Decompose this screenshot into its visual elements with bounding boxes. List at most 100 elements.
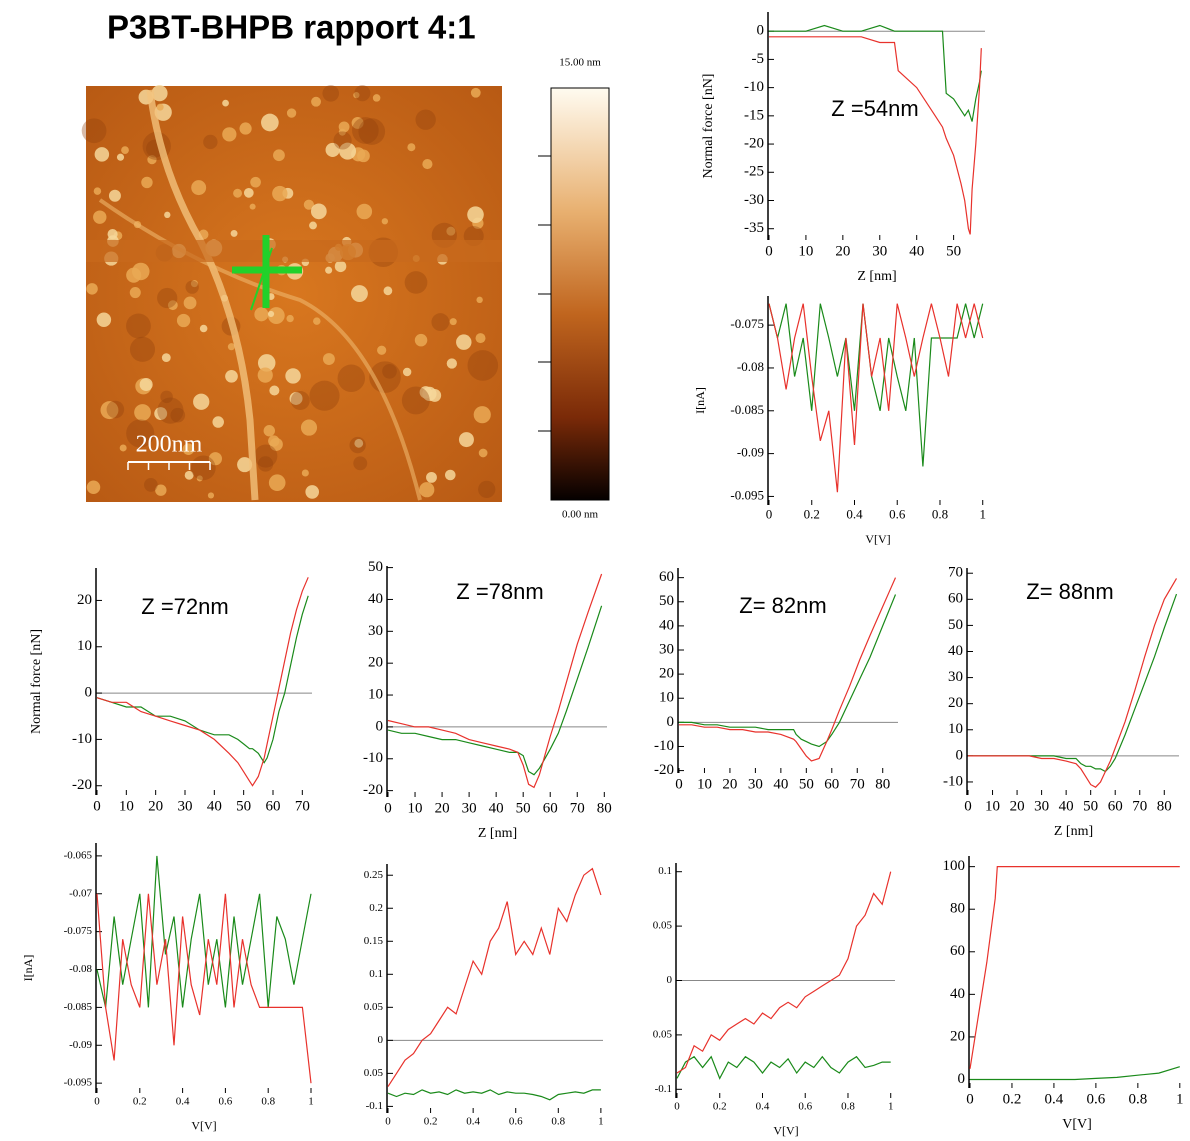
afm-grain — [134, 404, 151, 421]
afm-dark-spot — [160, 390, 173, 404]
y-tick-label: -20 — [654, 762, 674, 778]
afm-dark-spot — [254, 444, 278, 468]
afm-dark-spot — [203, 134, 218, 150]
x-axis-label: Z [nm] — [857, 269, 896, 284]
afm-dark-spot — [467, 350, 499, 381]
x-tick-label: 80 — [875, 776, 890, 792]
x-tick-label: 70 — [570, 800, 585, 816]
series-line — [387, 1089, 601, 1101]
x-tick-label: 0.4 — [846, 506, 863, 521]
afm-grain — [199, 324, 208, 333]
x-tick-label: 40 — [207, 798, 222, 814]
x-tick-label: 50 — [516, 800, 531, 816]
afm-grain — [86, 480, 101, 495]
x-tick-label: 0 — [385, 1115, 391, 1127]
afm-dark-spot — [81, 118, 107, 144]
afm-dark-spot — [126, 419, 155, 448]
x-tick-label: 0.6 — [219, 1095, 233, 1107]
x-tick-label: 40 — [1059, 798, 1074, 814]
y-tick-label: -15 — [744, 107, 764, 123]
afm-grain — [458, 432, 474, 448]
afm-grain — [268, 474, 286, 492]
y-tick-label: -0.065 — [64, 849, 93, 861]
afm-grain — [305, 485, 320, 499]
x-tick-label: 0.4 — [466, 1115, 480, 1127]
afm-dark-spot — [354, 85, 371, 102]
y-tick-label: 0 — [956, 747, 964, 763]
afm-grain — [383, 286, 393, 296]
afm-grain — [467, 206, 484, 223]
x-tick-label: 20 — [435, 800, 450, 816]
chart: -0.065-0.07-0.075-0.08-0.085-0.09-0.0950… — [21, 843, 314, 1133]
afm-grain — [444, 469, 456, 481]
y-tick-label: 0 — [667, 714, 675, 730]
afm-grain — [190, 279, 198, 288]
afm-dark-spot — [478, 480, 496, 499]
series-line — [387, 605, 603, 776]
afm-grain — [100, 401, 119, 420]
y-tick-label: -0.075 — [730, 316, 764, 331]
afm-grain — [407, 143, 416, 152]
annotation: Z =78nm — [456, 579, 543, 604]
afm-grain — [254, 307, 269, 322]
x-tick-label: 10 — [119, 798, 134, 814]
afm-grain — [207, 492, 215, 499]
x-tick-label: 0 — [675, 776, 683, 792]
afm-grain — [129, 287, 141, 299]
x-tick-label: 30 — [1034, 798, 1049, 814]
y-tick-label: 0 — [85, 685, 93, 701]
y-tick-label: 40 — [659, 617, 674, 633]
afm-grain — [183, 296, 197, 310]
afm-grain — [300, 419, 318, 436]
y-tick-label: 20 — [77, 592, 92, 608]
colorbar — [550, 87, 610, 501]
afm-grain — [263, 425, 275, 437]
x-tick-label: 0 — [94, 1095, 100, 1107]
afm-grain — [449, 318, 457, 326]
afm-grain — [285, 368, 301, 384]
x-tick-label: 50 — [946, 243, 961, 259]
y-tick-label: 0 — [757, 23, 765, 39]
afm-grain — [191, 180, 207, 196]
y-tick-label: 20 — [950, 1028, 965, 1044]
y-tick-label: -0.1 — [366, 1100, 383, 1112]
afm-grain — [289, 391, 303, 405]
afm-grain — [147, 154, 157, 165]
x-tick-label: 0.8 — [1128, 1091, 1147, 1107]
y-tick-label: -10 — [943, 773, 963, 789]
x-tick-label: 0.2 — [804, 506, 820, 521]
x-tick-label: 80 — [1157, 798, 1172, 814]
annotation: Z =54nm — [831, 96, 918, 121]
afm-grain — [151, 85, 168, 102]
y-tick-label: -0.09 — [737, 445, 764, 460]
afm-grain — [222, 127, 237, 142]
colorbar-max: 15.00 nm — [559, 57, 601, 69]
x-tick-label: 0.6 — [889, 506, 906, 521]
afm-grain — [269, 385, 280, 396]
x-tick-label: 40 — [909, 243, 924, 259]
afm-grain — [338, 128, 346, 136]
series-line — [96, 577, 309, 787]
afm-grain — [261, 113, 279, 132]
series-line — [679, 594, 897, 748]
afm-dark-spot — [157, 287, 178, 309]
y-tick-label: 0.05 — [653, 920, 673, 932]
y-tick-label: 0.25 — [364, 869, 384, 881]
afm-grain — [184, 470, 194, 480]
afm-grain — [334, 260, 347, 273]
y-tick-label: -30 — [744, 192, 764, 208]
series-line — [96, 893, 312, 1084]
x-tick-label: 0 — [93, 798, 101, 814]
y-tick-label: 0.15 — [364, 935, 384, 947]
afm-marker — [250, 247, 273, 311]
x-tick-label: 0.4 — [176, 1095, 190, 1107]
y-tick-label: -0.095 — [730, 487, 764, 502]
afm-grain — [325, 142, 340, 158]
x-axis-label: V[V] — [191, 1119, 216, 1133]
afm-fiber — [98, 198, 422, 501]
afm-grain — [94, 147, 110, 162]
